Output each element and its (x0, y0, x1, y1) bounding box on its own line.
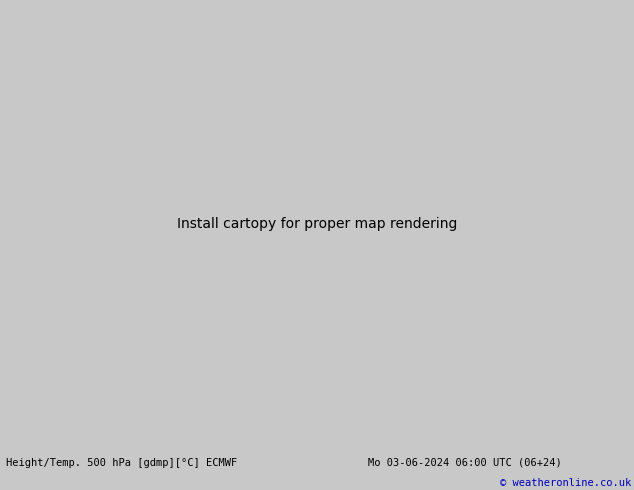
Text: Mo 03-06-2024 06:00 UTC (06+24): Mo 03-06-2024 06:00 UTC (06+24) (368, 458, 562, 468)
Text: Install cartopy for proper map rendering: Install cartopy for proper map rendering (177, 217, 457, 231)
Text: Height/Temp. 500 hPa [gdmp][°C] ECMWF: Height/Temp. 500 hPa [gdmp][°C] ECMWF (6, 458, 238, 468)
Text: © weatheronline.co.uk: © weatheronline.co.uk (500, 477, 631, 488)
